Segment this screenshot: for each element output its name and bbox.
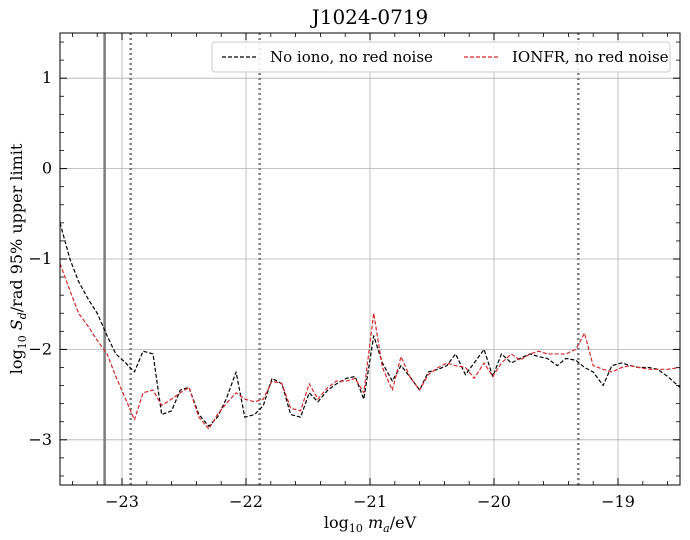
ticks <box>60 33 680 485</box>
x-axis-label: log10 ma/eV <box>324 513 417 535</box>
x-axis-label-var-sub: a <box>383 522 390 535</box>
y-axis-label-var-sub: d <box>16 312 29 319</box>
y-axis-label-sub: 10 <box>16 335 29 349</box>
legend: No iono, no red noise IONFR, no red nois… <box>211 41 671 73</box>
legend-box <box>211 41 671 73</box>
y-axis-label: log10 Sd/rad 95% upper limit <box>7 143 29 374</box>
grid <box>60 33 680 485</box>
y-tick-label: 0 <box>42 159 52 178</box>
x-tick-label: −19 <box>601 492 635 511</box>
x-axis-label-unit: /eV <box>390 513 417 532</box>
chart-title: J1024-0719 <box>310 5 429 29</box>
y-tick-label: 1 <box>42 68 52 87</box>
y-tick-label: −1 <box>28 249 52 268</box>
x-axis-label-var: m <box>363 513 383 532</box>
series-group <box>60 222 680 430</box>
series-line-0 <box>60 222 680 427</box>
y-tick-label: −3 <box>28 430 52 449</box>
x-axis-label-sub: 10 <box>349 522 363 535</box>
x-axis-label-log: log <box>324 513 349 532</box>
x-tick-label: −22 <box>229 492 263 511</box>
y-tick-labels: −3 −2 −1 0 1 <box>28 68 52 449</box>
x-tick-label: −23 <box>105 492 139 511</box>
y-axis-label-log: log <box>7 349 26 374</box>
y-tick-label: −2 <box>28 339 52 358</box>
series-line-1 <box>60 263 680 430</box>
x-tick-labels: −23 −22 −21 −20 −19 <box>105 492 635 511</box>
legend-label-series-0: No iono, no red noise <box>270 48 433 66</box>
y-axis-label-unit: /rad 95% upper limit <box>7 143 26 312</box>
legend-label-series-1: IONFR, no red noise <box>512 48 669 66</box>
y-axis-label-var: S <box>7 319 26 335</box>
x-tick-label: −21 <box>353 492 387 511</box>
x-tick-label: −20 <box>477 492 511 511</box>
